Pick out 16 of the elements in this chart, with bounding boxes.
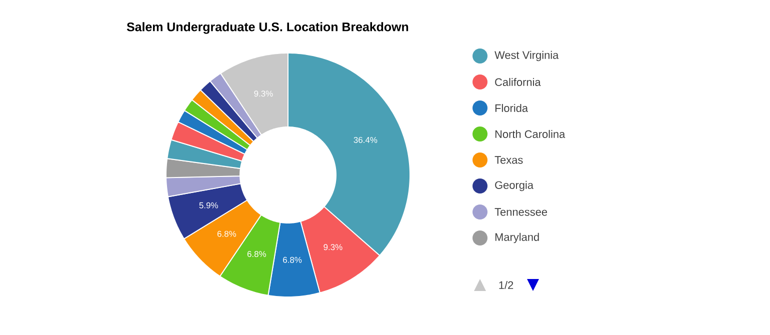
data-label: 6.8% — [247, 251, 266, 257]
legend-label: Florida — [495, 104, 528, 112]
data-label: 36.4% — [354, 136, 378, 143]
legend-label: California — [495, 78, 541, 86]
text: 1/2 — [499, 280, 514, 290]
data-label: 6.8% — [217, 230, 236, 237]
data-label: 5.9% — [199, 202, 218, 208]
chart-title: Salem Undergraduate U.S. Location Breakdown — [126, 22, 408, 34]
data-label: 9.3% — [324, 244, 342, 250]
legend-label: North Carolina — [495, 130, 566, 138]
legend-label: Maryland — [495, 232, 539, 244]
legend-label: West Virginia — [494, 50, 559, 62]
legend-label: Tennessee — [494, 208, 548, 216]
data-label: 6.8% — [283, 256, 302, 263]
legend-label: Texas — [494, 156, 523, 164]
legend-label: Georgia — [495, 180, 534, 192]
